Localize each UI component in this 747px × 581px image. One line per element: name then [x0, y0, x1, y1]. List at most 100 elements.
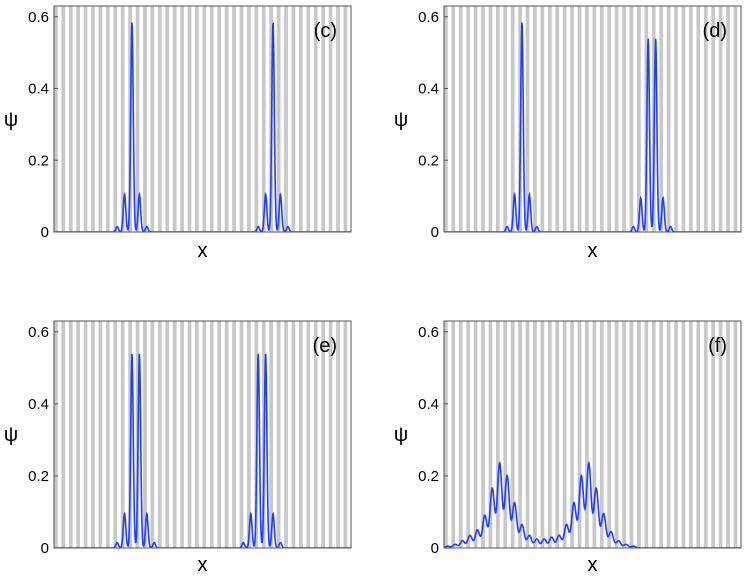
lattice-stripe: [172, 6, 177, 232]
lattice-stripe: [696, 321, 701, 548]
lattice-stripe: [180, 321, 184, 548]
series-line-psi: [444, 461, 741, 548]
lattice-stripe: [726, 6, 730, 232]
y-tick-label: 0.4: [418, 81, 439, 98]
lattice-stripe: [533, 321, 537, 548]
lattice-stripe: [187, 6, 192, 232]
lattice-stripe: [488, 6, 493, 232]
y-tick-label: 0: [431, 540, 439, 557]
lattice-stripe: [61, 321, 66, 548]
lattice-stripe: [599, 321, 604, 548]
lattice-stripe: [143, 6, 147, 232]
lattice-stripe: [150, 321, 155, 548]
lattice-stripe: [254, 6, 259, 232]
lattice-stripe: [681, 321, 686, 548]
lattice-stripe: [150, 6, 155, 232]
lattice-stripe: [703, 321, 708, 548]
lattice-stripe: [540, 321, 545, 548]
y-tick-label: 0.2: [418, 468, 439, 485]
lattice-stripe: [510, 6, 515, 232]
lattice-stripe: [733, 6, 738, 232]
lattice-stripe: [276, 321, 281, 548]
lattice-stripe: [284, 321, 288, 548]
y-tick-label: 0.2: [28, 152, 49, 169]
lattice-stripe: [291, 321, 296, 548]
y-tick-label: 0.4: [28, 396, 49, 413]
x-axis-label: x: [588, 554, 598, 576]
lattice-stripe: [313, 321, 318, 548]
lattice-stripes: [444, 321, 738, 548]
lattice-stripe: [562, 321, 567, 548]
lattice-stripe: [276, 6, 281, 232]
y-tick-label: 0.6: [28, 324, 49, 341]
lattice-stripe: [328, 321, 333, 548]
lattice-stripe: [666, 321, 671, 548]
lattice-stripe: [180, 6, 184, 232]
lattice-stripe: [689, 6, 693, 232]
lattice-stripe: [622, 6, 626, 232]
lattice-stripe: [451, 321, 456, 548]
lattice-stripe: [533, 6, 537, 232]
panel-label: (e): [313, 335, 337, 357]
lattice-stripe: [299, 6, 303, 232]
y-axis-label: ψ: [4, 109, 18, 131]
lattice-stripe: [232, 321, 236, 548]
panel-label: (d): [703, 20, 727, 42]
lattice-stripe: [466, 6, 470, 232]
lattice-stripe: [76, 321, 80, 548]
lattice-stripe: [98, 6, 103, 232]
lattice-stripe: [607, 321, 612, 548]
lattice-stripe: [577, 321, 582, 548]
lattice-stripe: [217, 321, 222, 548]
lattice-stripe: [711, 321, 716, 548]
lattice-stripe: [98, 321, 103, 548]
lattice-stripe: [61, 6, 66, 232]
lattice-stripe: [547, 321, 552, 548]
lattice-stripe: [76, 6, 80, 232]
lattice-stripe: [291, 6, 296, 232]
lattice-stripe: [444, 321, 448, 548]
lattice-stripe: [224, 6, 229, 232]
panel-c: 0 0.2 0.4 0.6 ψ x (c): [4, 5, 352, 262]
lattice-stripe: [481, 321, 485, 548]
lattice-stripe: [488, 321, 493, 548]
lattice-stripe: [120, 321, 125, 548]
lattice-stripe: [54, 6, 58, 232]
lattice-stripe: [209, 6, 214, 232]
x-axis-label: x: [198, 240, 208, 262]
lattice-stripe: [637, 321, 641, 548]
lattice-stripe: [510, 321, 515, 548]
lattice-stripe: [113, 6, 118, 232]
lattice-stripe: [547, 6, 552, 232]
lattice-stripe: [135, 6, 140, 232]
lattice-stripe: [343, 6, 348, 232]
lattice-stripe: [651, 321, 656, 548]
y-tick-label: 0.6: [418, 324, 439, 341]
panel-label: (c): [314, 20, 337, 42]
y-tick-label: 0: [41, 540, 49, 557]
lattice-stripe: [540, 6, 545, 232]
lattice-stripe: [306, 321, 311, 548]
lattice-stripe: [239, 6, 244, 232]
lattice-stripe: [718, 6, 723, 232]
lattice-stripe: [83, 6, 88, 232]
lattice-stripe: [585, 321, 589, 548]
lattice-stripe: [83, 321, 88, 548]
lattice-stripe: [614, 321, 619, 548]
x-axis-label: x: [588, 240, 598, 262]
lattice-stripe: [105, 6, 110, 232]
plot-frame: [443, 320, 742, 549]
lattice-stripe: [187, 321, 192, 548]
lattice-stripe: [703, 6, 708, 232]
panel-e: 0 0.2 0.4 0.6 ψ x (e): [4, 320, 352, 576]
lattice-stripe: [224, 321, 229, 548]
lattice-stripe: [525, 6, 530, 232]
lattice-stripe: [659, 6, 664, 232]
y-tick-label: 0: [431, 224, 439, 241]
lattice-stripe: [711, 6, 716, 232]
lattice-stripe: [336, 6, 340, 232]
lattice-stripe: [68, 6, 73, 232]
lattice-stripe: [629, 6, 634, 232]
lattice-stripe: [328, 6, 333, 232]
panel-d: 0 0.2 0.4 0.6 ψ x (d): [394, 5, 742, 262]
